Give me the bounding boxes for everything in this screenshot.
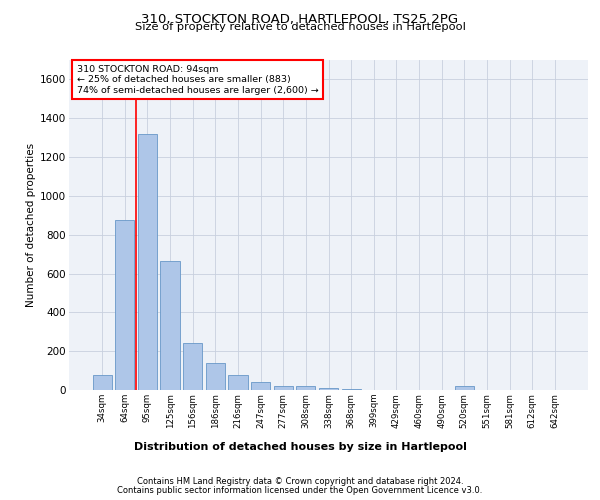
Y-axis label: Number of detached properties: Number of detached properties (26, 143, 36, 307)
Bar (341, 389, 361, 390)
Bar (92, 376, 112, 390)
Text: Contains HM Land Registry data © Crown copyright and database right 2024.: Contains HM Land Registry data © Crown c… (137, 478, 463, 486)
Text: Distribution of detached houses by size in Hartlepool: Distribution of detached houses by size … (134, 442, 466, 452)
Bar (115, 220, 134, 390)
Bar (455, 386, 474, 390)
Bar (160, 261, 180, 390)
Bar (183, 344, 202, 390)
Bar (319, 388, 338, 390)
Bar (206, 363, 225, 390)
Bar (274, 386, 293, 390)
Bar (229, 376, 248, 390)
Text: 310 STOCKTON ROAD: 94sqm
← 25% of detached houses are smaller (883)
74% of semi-: 310 STOCKTON ROAD: 94sqm ← 25% of detach… (77, 65, 319, 95)
Bar (138, 134, 157, 390)
Text: Contains public sector information licensed under the Open Government Licence v3: Contains public sector information licen… (118, 486, 482, 495)
Bar (251, 382, 270, 390)
Text: 310, STOCKTON ROAD, HARTLEPOOL, TS25 2PG: 310, STOCKTON ROAD, HARTLEPOOL, TS25 2PG (142, 12, 458, 26)
Bar (296, 386, 316, 390)
Text: Size of property relative to detached houses in Hartlepool: Size of property relative to detached ho… (134, 22, 466, 32)
